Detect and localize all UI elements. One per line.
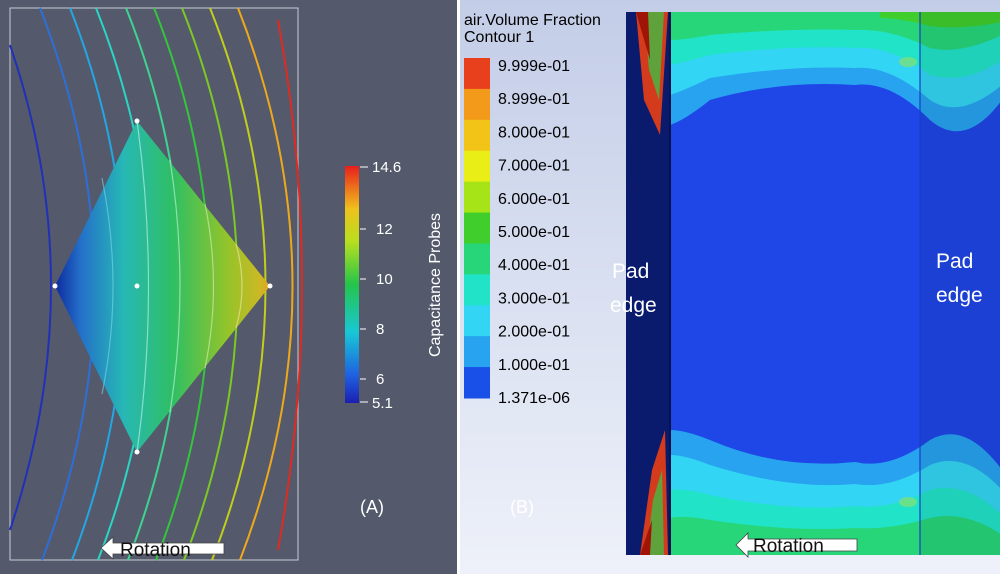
diamond-contour (101, 177, 114, 395)
panel-b: air.Volume Fraction Contour 1 9.999e-01 8… (460, 0, 1000, 574)
legend-level-label: 1.000e-01 (498, 357, 570, 374)
legend-level-label: 9.999e-01 (498, 58, 570, 75)
probe-diamond (55, 121, 270, 452)
probe-point (134, 283, 140, 289)
rotation-label: Rotation (753, 536, 824, 557)
legend-swatch (464, 58, 490, 90)
left-arrow-icon (735, 532, 858, 558)
legend-swatch (464, 212, 490, 244)
pad-edge-label-right: Pad (936, 250, 973, 273)
probe-point (134, 449, 140, 455)
legend-title: air.Volume Fraction (464, 12, 601, 29)
legend-level-label: 4.000e-01 (498, 257, 570, 274)
diamond-contour (235, 243, 243, 329)
hotspot (644, 12, 664, 100)
left-arrow-icon (100, 536, 225, 560)
diamond-contour (204, 203, 215, 369)
legend-swatch (464, 367, 490, 399)
legend-swatch (464, 88, 490, 121)
panel-a-graphic: 14.6 12 10 8 6 5.1 Capacitance Probes (A… (9, 7, 444, 561)
blob (899, 57, 917, 67)
pad-right-shade (920, 12, 1000, 555)
hotspot (640, 520, 652, 555)
panel-b-caption: (B) (510, 497, 534, 517)
legend-level-label: 2.000e-01 (498, 324, 570, 341)
legend-swatch (464, 305, 490, 337)
probe-point (267, 283, 273, 289)
colorbar-tick-label: 14.6 (372, 159, 401, 176)
colorbar-tick-label: 5.1 (372, 395, 393, 412)
contour-arc (277, 19, 303, 551)
rotation-arrow: Rotation (735, 532, 858, 558)
legend-swatch (464, 274, 490, 306)
colorbar-title: Capacitance Probes (427, 213, 444, 357)
legend-level-label: 5.000e-01 (498, 224, 570, 241)
legend-level-label: 7.000e-01 (498, 158, 570, 175)
pad-edge-label-right: edge (936, 284, 983, 307)
legend-level-label: 8.999e-01 (498, 91, 570, 108)
contour-arc (9, 44, 52, 531)
legend-swatch (464, 336, 490, 368)
colorbar-tick-label: 6 (376, 371, 384, 388)
legend-level-label: 1.371e-06 (498, 390, 570, 407)
contour-arc (237, 7, 294, 561)
panel-a: 14.6 12 10 8 6 5.1 Capacitance Probes (A… (0, 0, 457, 574)
colorbar-tick-label: 12 (376, 221, 393, 238)
diamond-contour (136, 120, 150, 453)
hotspot (636, 12, 650, 60)
rotation-label: Rotation (120, 540, 191, 561)
panel-a-caption: (A) (360, 497, 384, 517)
contour-plot (626, 12, 1000, 555)
legend-swatch (464, 181, 490, 214)
legend-swatch (464, 150, 490, 183)
legend-level-label: 8.000e-01 (498, 124, 570, 141)
probe-point (52, 283, 58, 289)
pad-edge-label-left: Pad (612, 260, 649, 283)
diamond-contour (169, 159, 181, 413)
legend-swatch (464, 243, 490, 275)
panel-b-graphic: air.Volume Fraction Contour 1 9.999e-01 8… (464, 12, 1000, 558)
pad-edge-label-left: edge (610, 294, 657, 317)
contour-band (880, 12, 1000, 28)
legend-bar (464, 58, 490, 399)
colorbar-tick-label: 8 (376, 321, 384, 338)
rotation-arrow: Rotation (100, 536, 225, 561)
blob (899, 497, 917, 507)
legend-labels: 9.999e-01 8.999e-01 8.000e-01 7.000e-01 6.00… (498, 58, 570, 407)
legend-swatch (464, 119, 490, 152)
legend-subtitle: Contour 1 (464, 29, 534, 46)
legend-level-label: 6.000e-01 (498, 191, 570, 208)
colorbar-tick-label: 10 (376, 271, 393, 288)
colorbar (345, 166, 359, 403)
legend-level-label: 3.000e-01 (498, 290, 570, 307)
probe-point (134, 118, 140, 124)
